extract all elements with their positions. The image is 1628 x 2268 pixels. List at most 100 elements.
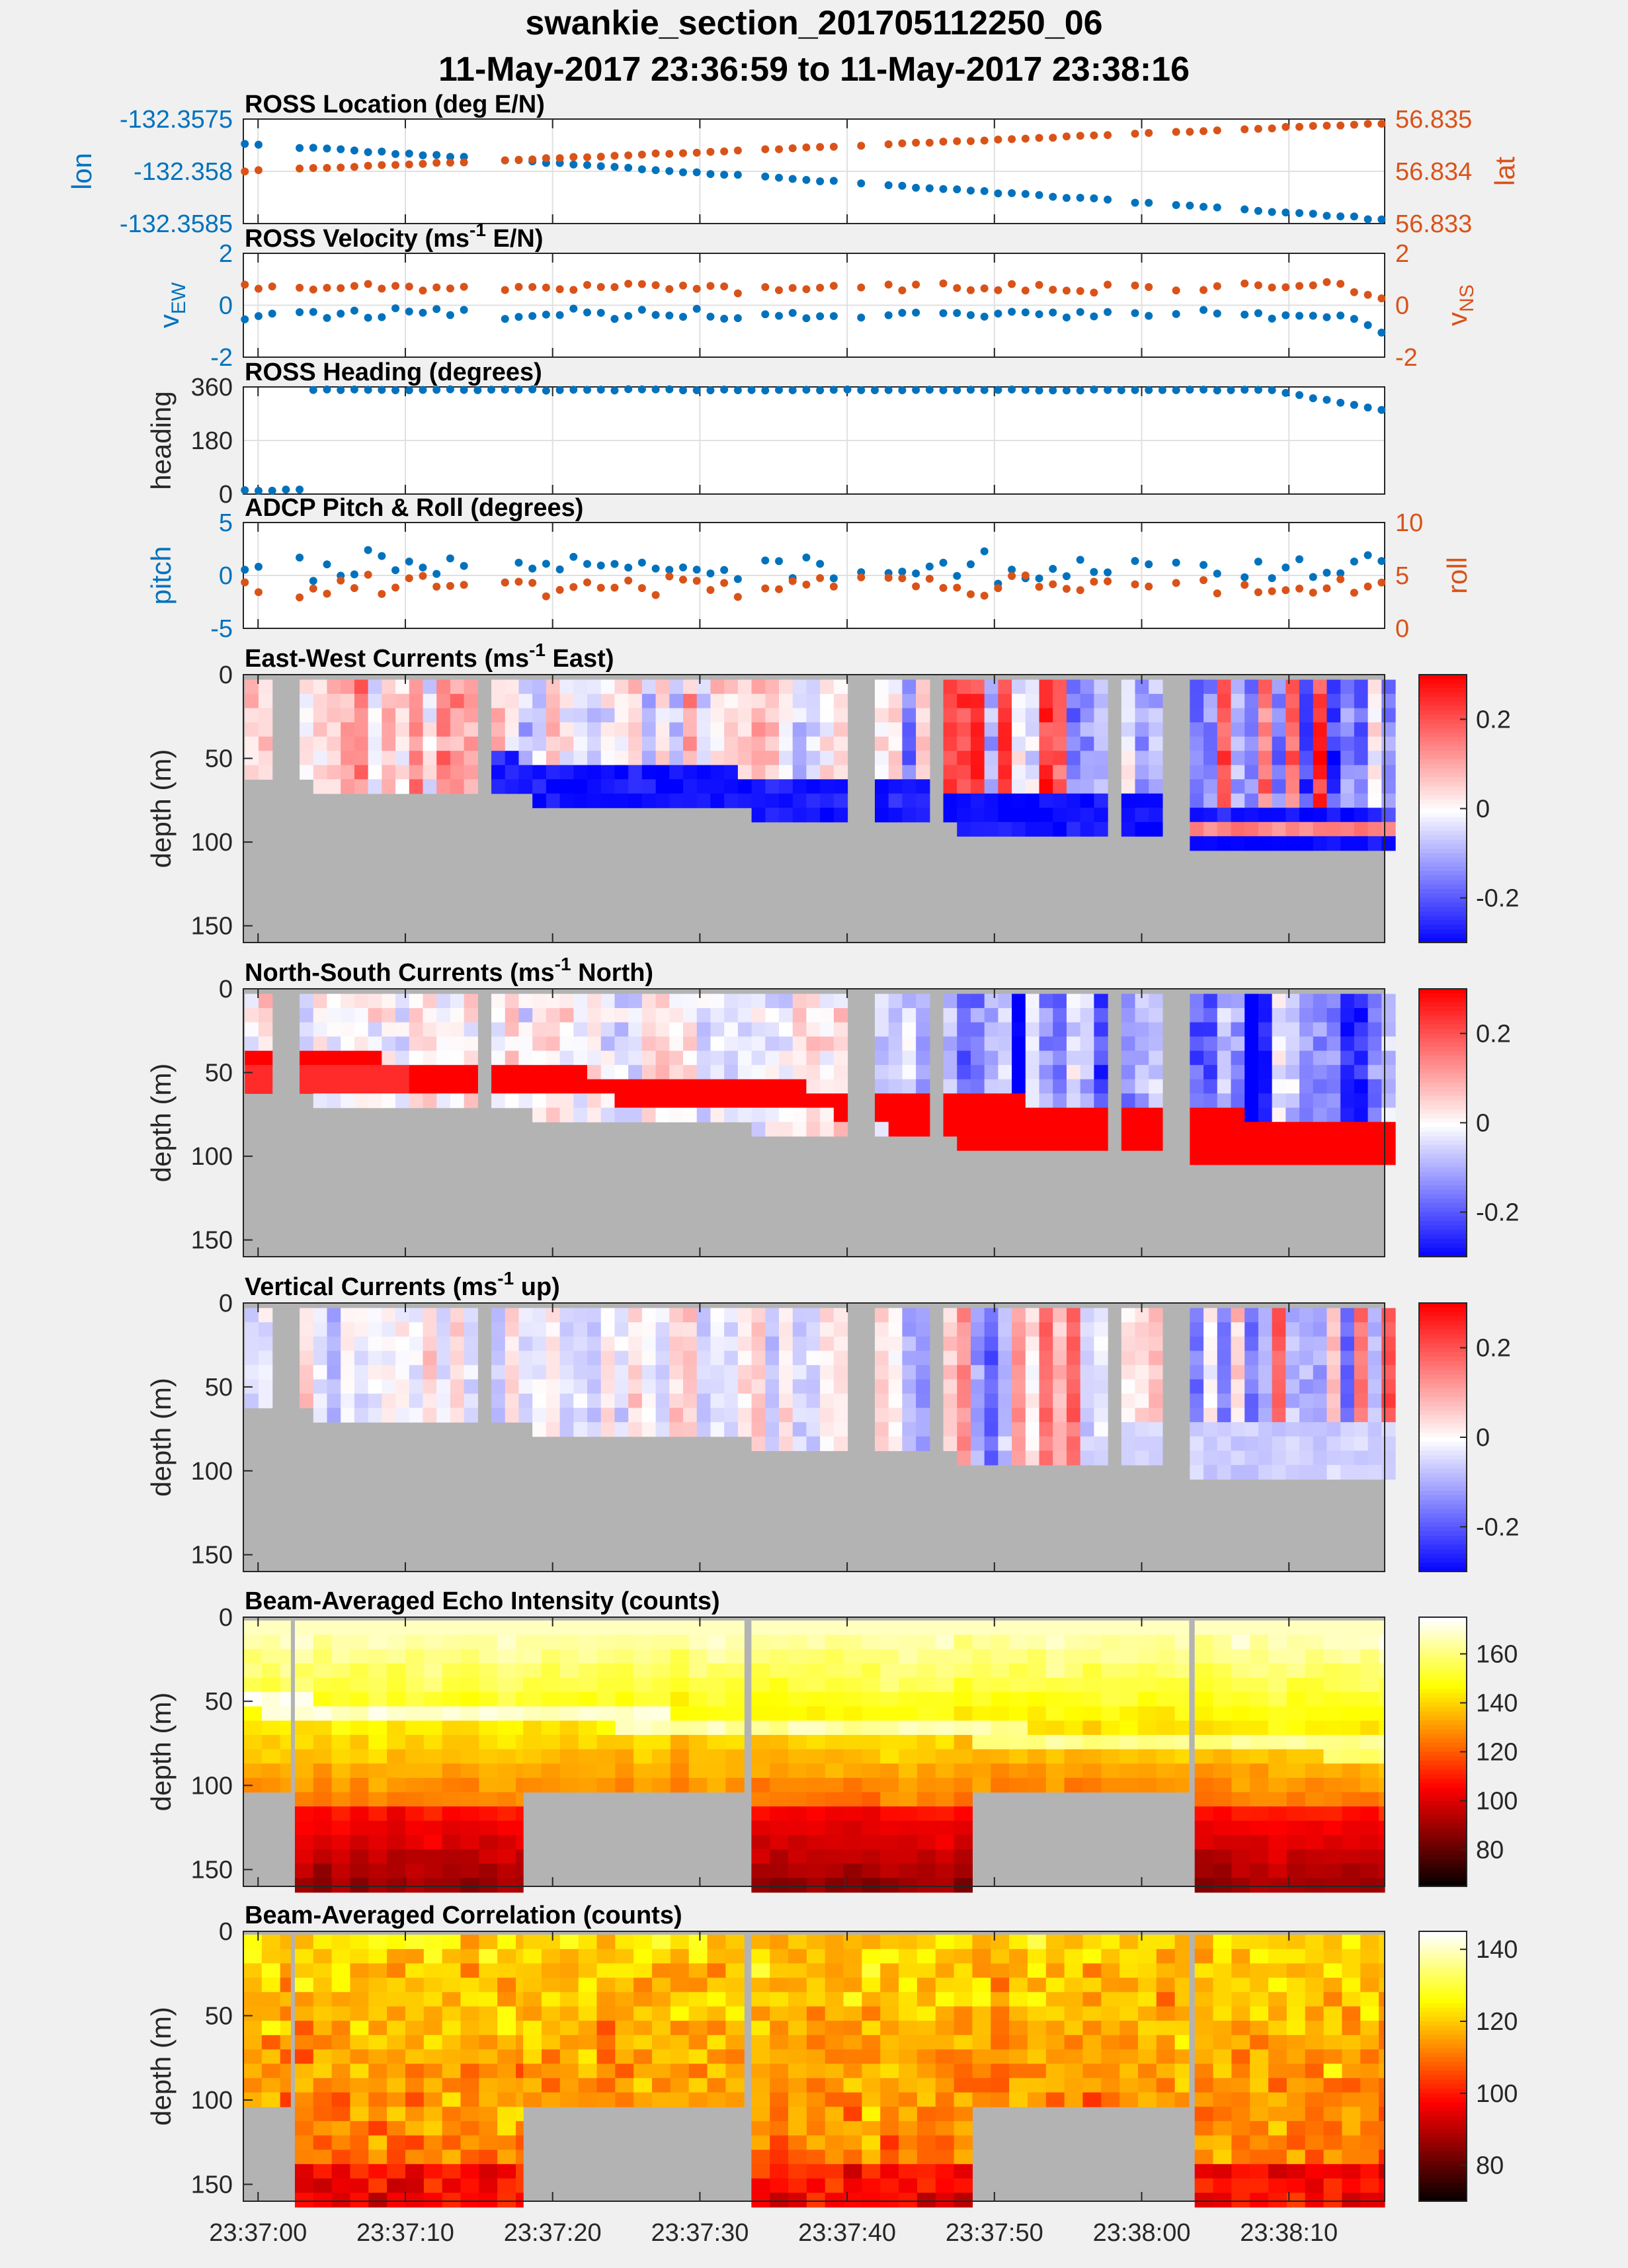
corr-cell [405, 2092, 425, 2107]
ew-cell [258, 736, 273, 751]
location-point-lon-42 [816, 177, 825, 186]
vert-cell [559, 1394, 574, 1409]
ns-cell [1313, 1093, 1328, 1109]
ew-cell [655, 751, 670, 766]
ew-cell [916, 694, 930, 709]
ns-colorbar-cell [1419, 1243, 1467, 1249]
corr-cell [497, 2193, 516, 2208]
vert-cell [1039, 1436, 1053, 1451]
echo-cell [880, 1863, 899, 1878]
echo-cell [1194, 1749, 1214, 1764]
vert-cell [1381, 1407, 1396, 1423]
vert-cell [1244, 1422, 1259, 1437]
ns-cell [518, 1050, 533, 1066]
ew-cell [1381, 708, 1396, 723]
echo-cell [1064, 1735, 1084, 1750]
ew-cell [998, 722, 1012, 737]
ns-cell [1354, 1107, 1369, 1122]
corr-cell [843, 2049, 862, 2064]
ns-cell [1012, 1022, 1026, 1037]
ew-cell [1367, 679, 1382, 694]
echo-cell [688, 1763, 708, 1779]
velocity-point-vNS-61 [1076, 286, 1084, 295]
vert-cell [1272, 1336, 1286, 1351]
ew-cell [436, 779, 451, 794]
vert-cell [916, 1436, 930, 1451]
vert-cell [916, 1379, 930, 1394]
vert-cell [806, 1436, 821, 1451]
ew-cell [559, 765, 574, 780]
corr-cell [559, 2092, 579, 2107]
corr-cell [862, 2178, 881, 2193]
pitchroll-point-pitch-82 [1363, 551, 1372, 560]
ew-colorbar-cell [1419, 710, 1467, 716]
echo-cell [770, 1806, 789, 1822]
corr-cell [497, 2078, 516, 2093]
ns-cell [245, 1050, 259, 1066]
echo-cell [688, 1677, 708, 1693]
ew-cell [1244, 821, 1259, 837]
velocity-point-vEW-78 [1309, 312, 1317, 320]
location-point-lon-33 [692, 168, 701, 177]
vert-cell [1012, 1450, 1026, 1466]
ew-colorbar-cell [1419, 889, 1467, 894]
ew-cell [1258, 694, 1273, 709]
vert-cell [1066, 1308, 1081, 1323]
vert-colorbar-cell [1419, 1535, 1467, 1541]
echo-cell [497, 1634, 516, 1650]
vert-cell [559, 1336, 574, 1351]
echo-cell [243, 1677, 263, 1693]
ew-cell [559, 722, 574, 737]
ew-colorbar-cell [1419, 764, 1467, 769]
corr-cell [916, 2049, 936, 2064]
corr-cell [280, 2049, 291, 2064]
ns-cell [984, 1136, 998, 1151]
velocity-point-vEW-54 [980, 312, 989, 321]
corr-cell [670, 1992, 690, 2007]
echo-cell [497, 1735, 516, 1750]
echo-cell [1268, 1820, 1287, 1836]
corr-cell [280, 1963, 291, 1978]
vert-cell [368, 1351, 382, 1366]
ns-cell [1231, 1008, 1245, 1023]
ns-cell [464, 1022, 478, 1037]
ns-colorbar-cell [1419, 1154, 1467, 1159]
echo-cell [825, 1720, 844, 1736]
ns-cell [1272, 1093, 1286, 1109]
ew-colorbar-cell [1419, 737, 1467, 743]
vert-colorbar-cell [1419, 1437, 1467, 1443]
vert-cell [737, 1394, 753, 1409]
echo-cell [479, 1649, 498, 1664]
ew-cell [1135, 751, 1149, 766]
echo-cell [294, 1620, 314, 1636]
ew-cell [1039, 751, 1053, 766]
ns-cell [245, 993, 259, 1009]
velocity-point-vEW-35 [720, 314, 729, 323]
corr-cell [788, 2121, 807, 2136]
corr-cell [405, 2006, 425, 2021]
echo-cell [1342, 1835, 1361, 1850]
vert-cell [614, 1308, 629, 1323]
heading-point-heading-23 [555, 386, 564, 394]
location-point-lat-24 [569, 153, 578, 161]
vert-cell [573, 1422, 588, 1437]
velocity-point-vEW-10 [378, 313, 386, 321]
echo-cell [1231, 1878, 1250, 1893]
ew-cell [943, 808, 957, 823]
corr-cell [843, 1935, 862, 1950]
ew-cell [1231, 708, 1245, 723]
echo-cell [1305, 1878, 1324, 1893]
corr-cell [387, 2107, 406, 2122]
pitchroll-point-pitch-27 [610, 560, 619, 568]
ew-cell [1066, 694, 1081, 709]
corr-cell [497, 2107, 516, 2122]
ns-ytick-2: 100 [191, 1143, 233, 1171]
echo-cell [1342, 1735, 1361, 1750]
echo-cell [1323, 1649, 1343, 1664]
vert-cell [423, 1379, 437, 1394]
ew-cell [943, 679, 957, 694]
location-point-lat-1 [254, 166, 263, 175]
ew-cell [1354, 779, 1369, 794]
vert-cell [655, 1407, 670, 1423]
echo-cell [442, 1735, 462, 1750]
